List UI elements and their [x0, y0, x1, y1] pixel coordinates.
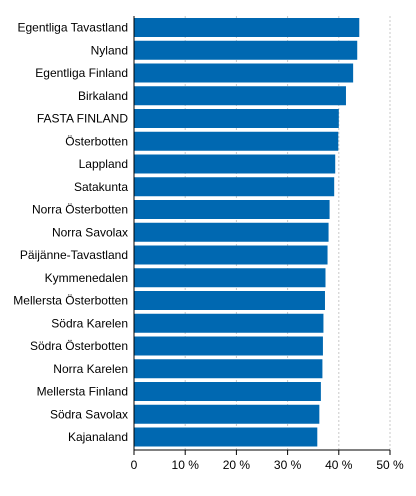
category-label: Österbotten — [65, 134, 128, 148]
bar — [134, 200, 330, 219]
category-label: Lappland — [79, 157, 128, 171]
x-tick-label: 20 % — [223, 458, 251, 472]
x-tick-label: 40 % — [325, 458, 353, 472]
category-label: Egentliga Tavastland — [17, 21, 128, 35]
category-label: Egentliga Finland — [35, 66, 128, 80]
category-label: Mellersta Finland — [37, 385, 128, 399]
bar — [134, 359, 323, 379]
bar — [134, 427, 318, 447]
bar — [134, 154, 336, 174]
x-tick-label: 30 % — [274, 458, 302, 472]
category-label: Norra Karelen — [53, 362, 128, 376]
bar — [134, 313, 324, 333]
category-label: Birkaland — [78, 89, 128, 103]
bar — [134, 177, 335, 197]
category-label: Kajanaland — [68, 430, 128, 444]
bar — [134, 18, 360, 37]
bar — [134, 40, 358, 60]
bar — [134, 109, 339, 128]
bar — [134, 222, 329, 242]
axes — [133, 16, 391, 455]
bar — [134, 245, 328, 265]
bar — [134, 86, 346, 106]
bar — [134, 131, 339, 151]
x-tick-labels: 0 10 % 20 % 30 % 40 % 50 % — [131, 458, 404, 472]
category-label: Norra Österbotten — [32, 203, 128, 217]
category-label: Norra Savolax — [52, 225, 128, 239]
bar — [134, 382, 321, 401]
bar — [134, 268, 326, 288]
x-tick-label: 50 % — [376, 458, 404, 472]
category-label: Kymmenedalen — [45, 271, 128, 285]
category-label: Mellersta Österbotten — [13, 294, 128, 308]
category-label: Södra Savolax — [50, 407, 128, 421]
category-label: Satakunta — [74, 180, 128, 194]
bars — [134, 18, 360, 447]
bar — [134, 291, 325, 310]
category-label: Nyland — [91, 43, 128, 57]
category-labels: Egentliga Tavastland Nyland Egentliga Finl… — [13, 21, 128, 445]
x-tick-label: 0 — [131, 458, 138, 472]
category-label: Södra Österbotten — [30, 339, 128, 353]
category-label: FASTA FINLAND — [37, 112, 128, 126]
category-label: Södra Karelen — [51, 316, 128, 330]
bar — [134, 404, 320, 424]
x-tick-label: 10 % — [172, 458, 200, 472]
bar — [134, 336, 323, 356]
bar — [134, 63, 354, 83]
category-label: Päijänne-Tavastland — [20, 248, 128, 262]
